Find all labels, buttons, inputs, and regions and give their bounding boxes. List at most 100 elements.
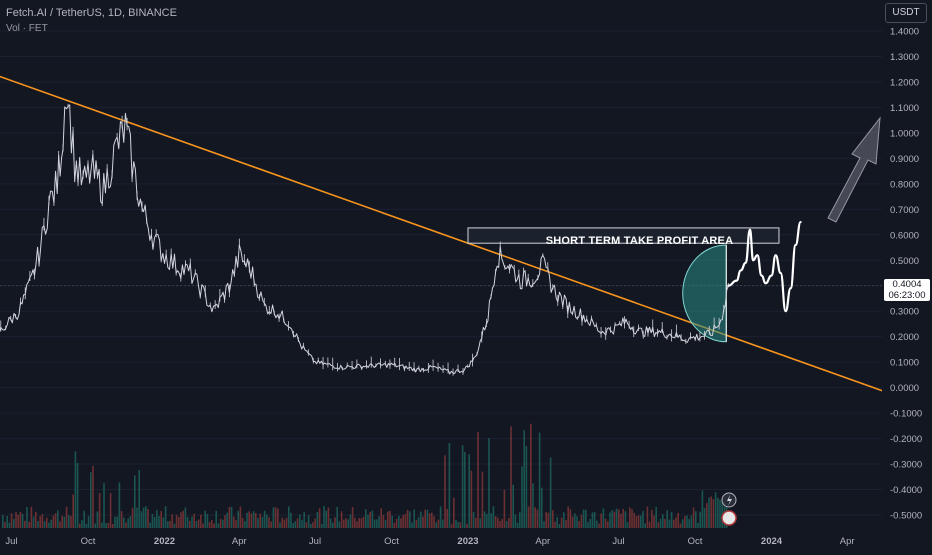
volume-bar: [129, 516, 132, 528]
volume-bar: [114, 516, 116, 528]
projection-path: [727, 220, 802, 313]
volume-bar: [442, 519, 444, 528]
volume-bar: [354, 517, 356, 528]
volume-bar: [213, 523, 215, 528]
volume-bar: [48, 522, 50, 528]
y-tick-label: 1.3000: [890, 52, 919, 63]
volume-bar: [688, 519, 690, 528]
volume-bar: [70, 515, 72, 528]
y-tick-label: -0.5000: [890, 511, 922, 522]
volume-bar: [332, 522, 334, 528]
volume-bar: [19, 511, 22, 528]
volume-bar: [697, 522, 699, 528]
volume-bar: [21, 513, 24, 528]
volume-bar: [167, 521, 169, 528]
volume-bar: [37, 520, 39, 528]
volume-bar: [30, 506, 33, 528]
volume-bar: [380, 508, 382, 528]
currency-unit-button[interactable]: USDT: [885, 3, 927, 23]
volume-bar: [675, 517, 677, 528]
volume-bar: [439, 506, 442, 528]
volume-bar: [624, 511, 627, 528]
volume-bar: [549, 457, 552, 528]
volume-bar: [433, 515, 435, 528]
volume-histogram: [2, 423, 728, 528]
x-tick-label: 2023: [457, 536, 478, 547]
volume-bar: [63, 516, 66, 528]
volume-bar: [90, 472, 92, 528]
volume-bar: [54, 513, 57, 528]
volume-bar: [246, 512, 248, 528]
volume-bar: [580, 514, 583, 528]
x-tick-label: Oct: [384, 536, 399, 547]
volume-bar: [703, 507, 706, 528]
projected-path: [727, 220, 802, 313]
volume-bar: [263, 510, 266, 528]
volume-bar: [571, 516, 574, 528]
volume-bar: [532, 483, 534, 528]
volume-bar: [378, 516, 380, 528]
volume-bar: [101, 522, 103, 528]
volume-bar: [204, 510, 206, 528]
volume-bar: [457, 521, 459, 528]
volume-bar: [626, 522, 629, 528]
volume-bar: [426, 509, 429, 528]
volume-bar: [193, 513, 195, 528]
volume-bar: [578, 520, 580, 528]
volume-bar: [8, 522, 11, 528]
volume-bar: [556, 516, 558, 528]
volume-bar: [618, 509, 620, 528]
y-tick-label: 1.1000: [890, 103, 919, 114]
volume-bar: [92, 465, 94, 528]
x-tick-label: 2022: [154, 536, 175, 547]
volume-bar: [483, 511, 486, 528]
volume-bar: [461, 445, 464, 528]
x-tick-label: Oct: [81, 536, 96, 547]
volume-bar: [492, 506, 495, 528]
volume-bar: [202, 523, 204, 528]
volume-bar: [684, 516, 686, 528]
volume-bar: [472, 511, 475, 528]
volume-bar: [288, 506, 290, 528]
volume-bar: [464, 451, 466, 528]
volume-bar: [145, 506, 147, 528]
volume-bar: [648, 521, 651, 528]
volume-bar: [107, 522, 110, 528]
y-tick-label: -0.1000: [890, 409, 922, 420]
volume-bar: [428, 513, 431, 528]
volume-bar: [85, 523, 88, 528]
volume-bar: [512, 484, 514, 528]
volume-bar: [4, 521, 6, 528]
volume-bar: [631, 509, 633, 528]
volume-bar: [475, 517, 477, 528]
volume-bar: [351, 507, 354, 528]
volume-bar: [314, 518, 316, 528]
volume-bar: [541, 487, 543, 528]
volume-bar: [41, 514, 44, 528]
volume-bar: [195, 521, 198, 528]
volume-bar: [681, 519, 684, 528]
volume-bar: [536, 509, 539, 528]
volume-bar: [219, 518, 222, 528]
volume-bar: [72, 494, 74, 528]
volume-bar: [334, 517, 336, 528]
volume-bar: [250, 513, 253, 528]
y-tick-label: -0.2000: [890, 434, 922, 445]
volume-bar: [637, 515, 640, 528]
volume-bar: [57, 510, 59, 528]
volume-bar: [393, 522, 396, 528]
volume-bar: [604, 518, 607, 528]
volume-bar: [391, 515, 393, 528]
volume-bar: [272, 507, 275, 528]
volume-bar: [347, 519, 349, 528]
volume-bar: [543, 521, 545, 528]
volume-bar: [127, 518, 129, 528]
volume-bar: [692, 507, 695, 528]
volume-bar: [613, 511, 616, 528]
volume-bar: [459, 522, 462, 528]
volume-bar: [466, 523, 468, 528]
volume-bar: [710, 496, 712, 528]
volume-bar: [695, 511, 697, 528]
